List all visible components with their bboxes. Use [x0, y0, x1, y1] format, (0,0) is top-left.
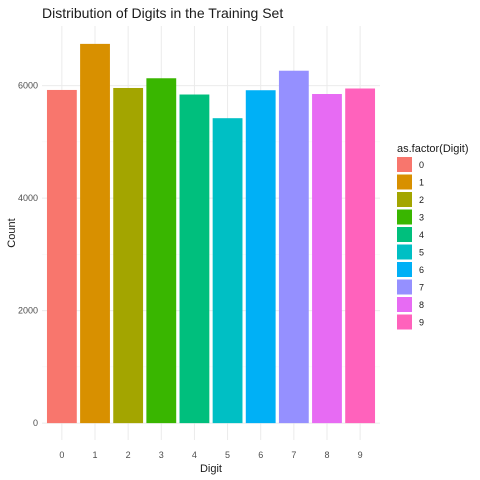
x-tick-label: 1 — [93, 450, 98, 460]
bar-digit-0 — [46, 89, 77, 424]
legend-label: 9 — [419, 318, 424, 328]
legend-title: as.factor(Digit) — [397, 143, 469, 155]
legend-key-9 — [397, 314, 412, 330]
x-tick-label: 4 — [192, 450, 197, 460]
y-axis-title: Count — [6, 218, 18, 247]
bar-digit-2 — [113, 87, 144, 424]
legend-key-5 — [397, 244, 412, 260]
x-tick-label: 0 — [59, 450, 64, 460]
legend-label: 0 — [419, 160, 424, 170]
x-tick-label: 9 — [358, 450, 363, 460]
chart-title: Distribution of Digits in the Training S… — [42, 5, 283, 21]
y-tick-label: 0 — [33, 418, 38, 428]
legend-key-8 — [397, 297, 412, 312]
legend-key-3 — [397, 209, 412, 225]
x-tick-label: 7 — [291, 450, 296, 460]
bar-digit-1 — [80, 43, 110, 424]
x-tick-label: 6 — [258, 450, 263, 460]
legend-label: 7 — [419, 283, 424, 293]
bar-digit-7 — [278, 70, 309, 424]
legend-key-1 — [397, 174, 412, 190]
legend-key-7 — [397, 279, 412, 295]
y-tick-labels: 0 2000 4000 6000 — [18, 81, 38, 429]
x-tick-labels: 0 1 2 3 4 5 6 7 8 9 — [59, 450, 362, 460]
legend-label: 6 — [419, 265, 424, 275]
bar-digit-5 — [212, 118, 243, 424]
legend-label: 3 — [419, 213, 424, 223]
x-tick-label: 3 — [159, 450, 164, 460]
legend-label: 5 — [419, 248, 424, 258]
bar-digit-8 — [312, 94, 342, 424]
y-tick-label: 6000 — [18, 81, 38, 91]
legend-key-2 — [397, 192, 412, 207]
legend-label: 8 — [419, 300, 424, 310]
y-tick-label: 2000 — [18, 306, 38, 316]
legend-key-0 — [397, 157, 412, 172]
x-tick-label: 2 — [126, 450, 131, 460]
legend-label: 4 — [419, 230, 424, 240]
legend-label: 2 — [419, 195, 424, 205]
x-tick-label: 5 — [225, 450, 230, 460]
legend-key-6 — [397, 262, 412, 277]
bar-digit-6 — [245, 90, 276, 424]
legend-key-4 — [397, 227, 412, 242]
bar-digit-3 — [146, 78, 177, 424]
legend: as.factor(Digit) 0 1 2 3 4 5 6 7 8 9 — [397, 143, 469, 330]
bars — [46, 43, 376, 424]
x-axis-title: Digit — [200, 463, 222, 475]
bar-digit-4 — [179, 94, 210, 424]
y-tick-label: 4000 — [18, 193, 38, 203]
x-tick-label: 8 — [324, 450, 329, 460]
legend-label: 1 — [419, 178, 424, 188]
bar-digit-9 — [345, 88, 376, 424]
